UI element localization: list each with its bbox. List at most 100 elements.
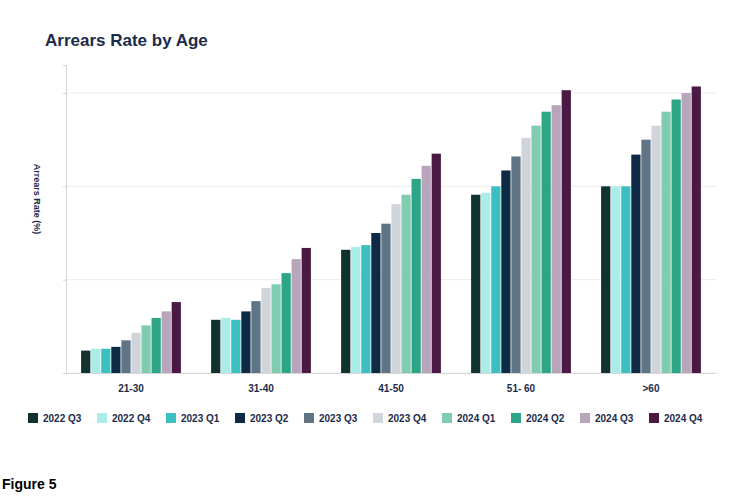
legend-label: 2023 Q1 bbox=[181, 413, 220, 424]
legend-swatch bbox=[166, 413, 176, 423]
bar bbox=[672, 100, 681, 373]
bar bbox=[542, 112, 551, 373]
legend-swatch bbox=[97, 413, 107, 423]
bar bbox=[651, 126, 660, 373]
y-tick bbox=[63, 373, 66, 374]
legend-swatch bbox=[28, 413, 38, 423]
legend-swatch bbox=[373, 413, 383, 423]
legend-item: 2024 Q2 bbox=[511, 413, 565, 424]
bar bbox=[511, 156, 520, 373]
legend-item: 2022 Q4 bbox=[97, 413, 151, 424]
legend-item: 2023 Q4 bbox=[373, 413, 427, 424]
y-tick bbox=[63, 186, 66, 187]
legend-label: 2023 Q3 bbox=[319, 413, 358, 424]
bar bbox=[302, 248, 311, 373]
bar bbox=[121, 340, 130, 373]
x-axis-line bbox=[67, 373, 717, 374]
bar bbox=[661, 112, 670, 373]
y-tick-mark bbox=[63, 373, 66, 374]
y-tick bbox=[63, 93, 66, 94]
legend-item: 2024 Q4 bbox=[649, 413, 703, 424]
bar bbox=[371, 233, 380, 373]
legend-label: 2024 Q1 bbox=[457, 413, 496, 424]
bar bbox=[221, 318, 230, 373]
legend-swatch bbox=[304, 413, 314, 423]
chart: 21-30 31-40 41-50 51- 60 >60 Arrears Rate by … bbox=[0, 0, 735, 496]
bar bbox=[422, 166, 431, 373]
bar bbox=[412, 179, 421, 373]
x-tick: 31-40 bbox=[248, 373, 274, 394]
x-tick: >60 bbox=[643, 373, 660, 394]
caption: Figure 5 bbox=[2, 476, 57, 492]
bar bbox=[531, 126, 540, 373]
bar bbox=[231, 320, 240, 373]
bar bbox=[241, 311, 250, 373]
legend-label: 2023 Q4 bbox=[388, 413, 427, 424]
legend-swatch bbox=[442, 413, 452, 423]
bar bbox=[401, 195, 410, 373]
x-tick-label: >60 bbox=[643, 383, 660, 394]
bar bbox=[601, 186, 610, 373]
bars bbox=[81, 86, 701, 373]
title: Arrears Rate by Age bbox=[45, 31, 208, 50]
bar bbox=[341, 250, 350, 373]
legend-item: 2022 Q3 bbox=[28, 413, 82, 424]
bar bbox=[501, 170, 510, 373]
bar bbox=[152, 318, 161, 373]
bar bbox=[432, 154, 441, 373]
x-tick-label: 51- 60 bbox=[507, 383, 536, 394]
y-tick-mark bbox=[63, 280, 66, 281]
bar bbox=[621, 186, 630, 373]
grid bbox=[66, 93, 716, 373]
legend-item: 2024 Q1 bbox=[442, 413, 496, 424]
grid-line bbox=[66, 93, 716, 94]
bar bbox=[641, 140, 650, 373]
legend-item: 2023 Q1 bbox=[166, 413, 220, 424]
bar bbox=[101, 349, 110, 373]
legend-label: 2024 Q4 bbox=[664, 413, 703, 424]
bar bbox=[562, 90, 571, 373]
x-tick: 51- 60 bbox=[507, 373, 536, 394]
bar bbox=[141, 325, 150, 373]
legend-label: 2022 Q3 bbox=[43, 413, 82, 424]
bar bbox=[131, 333, 140, 373]
legend-label: 2024 Q2 bbox=[526, 413, 565, 424]
bar bbox=[611, 186, 620, 373]
x-axis: 21-30 31-40 41-50 51- 60 >60 bbox=[67, 373, 717, 394]
bar bbox=[491, 186, 500, 373]
x-tick-label: 41-50 bbox=[378, 383, 404, 394]
bar bbox=[282, 273, 291, 373]
legend-item: 2024 Q3 bbox=[580, 413, 634, 424]
x-tick-label: 21-30 bbox=[118, 383, 144, 394]
legend-item: 2023 Q3 bbox=[304, 413, 358, 424]
x-tick-label: 31-40 bbox=[248, 383, 274, 394]
bar bbox=[481, 193, 490, 373]
legend-swatch bbox=[511, 413, 521, 423]
bar bbox=[251, 301, 260, 373]
bar bbox=[211, 320, 220, 373]
bar bbox=[162, 311, 171, 373]
y-tick-mark bbox=[63, 93, 66, 94]
bar bbox=[631, 155, 640, 373]
x-tick: 21-30 bbox=[118, 373, 144, 394]
legend-item: 2023 Q2 bbox=[235, 413, 289, 424]
legend-label: 2022 Q4 bbox=[112, 413, 151, 424]
x-tick: 41-50 bbox=[378, 373, 404, 394]
y-tick-mark bbox=[63, 186, 66, 187]
bar bbox=[391, 204, 400, 373]
bar bbox=[552, 105, 561, 373]
y-axis-line bbox=[63, 66, 67, 374]
y-tick bbox=[63, 280, 66, 281]
bar bbox=[271, 284, 280, 373]
bar bbox=[381, 224, 390, 373]
bar bbox=[91, 349, 100, 373]
y-axis-title: Arrears Rate (%) bbox=[32, 164, 42, 235]
y-axis bbox=[63, 66, 67, 374]
bar bbox=[471, 195, 480, 373]
legend-swatch bbox=[649, 413, 659, 423]
bar bbox=[521, 138, 530, 373]
bar bbox=[292, 259, 301, 373]
legend-swatch bbox=[235, 413, 245, 423]
bar bbox=[682, 93, 691, 373]
bar bbox=[172, 302, 181, 373]
